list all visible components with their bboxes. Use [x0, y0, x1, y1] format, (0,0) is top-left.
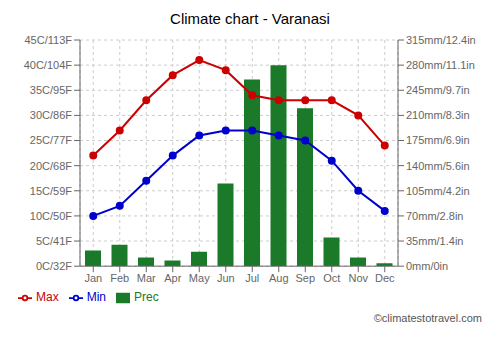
svg-text:Mar: Mar [137, 272, 156, 284]
svg-text:Dec: Dec [375, 272, 395, 284]
svg-text:70mm/2.8in: 70mm/2.8in [406, 210, 463, 222]
html-text:Climate chart - Varanasi: Climate chart - Varanasi [170, 10, 330, 27]
svg-text:25C/77F: 25C/77F [30, 134, 72, 146]
html-text:Prec: Prec [134, 290, 159, 305]
svg-text:15C/59F: 15C/59F [30, 185, 72, 197]
svg-text:210mm/8.3in: 210mm/8.3in [406, 109, 470, 121]
svg-text:280mm/11.1in: 280mm/11.1in [406, 59, 475, 71]
html-text:Max: Max [36, 290, 59, 305]
svg-text:Jan: Jan [84, 272, 102, 284]
svg-text:35mm/1.4in: 35mm/1.4in [406, 235, 463, 247]
svg-text:140mm/5.6in: 140mm/5.6in [406, 160, 470, 172]
svg-text:245mm/9.7in: 245mm/9.7in [406, 84, 470, 96]
svg-text:Feb: Feb [110, 272, 129, 284]
svg-text:Apr: Apr [164, 272, 181, 284]
svg-text:30C/86F: 30C/86F [30, 109, 72, 121]
svg-text:May: May [189, 272, 210, 284]
svg-text:Jul: Jul [245, 272, 259, 284]
svg-text:5C/41F: 5C/41F [36, 235, 72, 247]
svg-text:Sep: Sep [295, 272, 315, 284]
svg-text:175mm/6.9in: 175mm/6.9in [406, 134, 470, 146]
svg-text:105mm/4.2in: 105mm/4.2in [406, 185, 470, 197]
svg-text:0C/32F: 0C/32F [36, 260, 72, 272]
svg-text:10C/50F: 10C/50F [30, 210, 72, 222]
svg-text:Nov: Nov [348, 272, 368, 284]
svg-text:315mm/12.4in: 315mm/12.4in [406, 34, 476, 46]
svg-text:0mm/0in: 0mm/0in [406, 260, 448, 272]
svg-text:40C/104F: 40C/104F [24, 59, 73, 71]
svg-text:Oct: Oct [323, 272, 340, 284]
svg-text:45C/113F: 45C/113F [25, 34, 73, 46]
svg-text:20C/68F: 20C/68F [30, 160, 72, 172]
svg-text:Jun: Jun [217, 272, 235, 284]
svg-text:Aug: Aug [269, 272, 289, 284]
html-text:Min: Min [86, 290, 106, 305]
html-text:©climatestotravel.com: ©climatestotravel.com [373, 312, 482, 324]
svg-text:35C/95F: 35C/95F [30, 84, 72, 96]
